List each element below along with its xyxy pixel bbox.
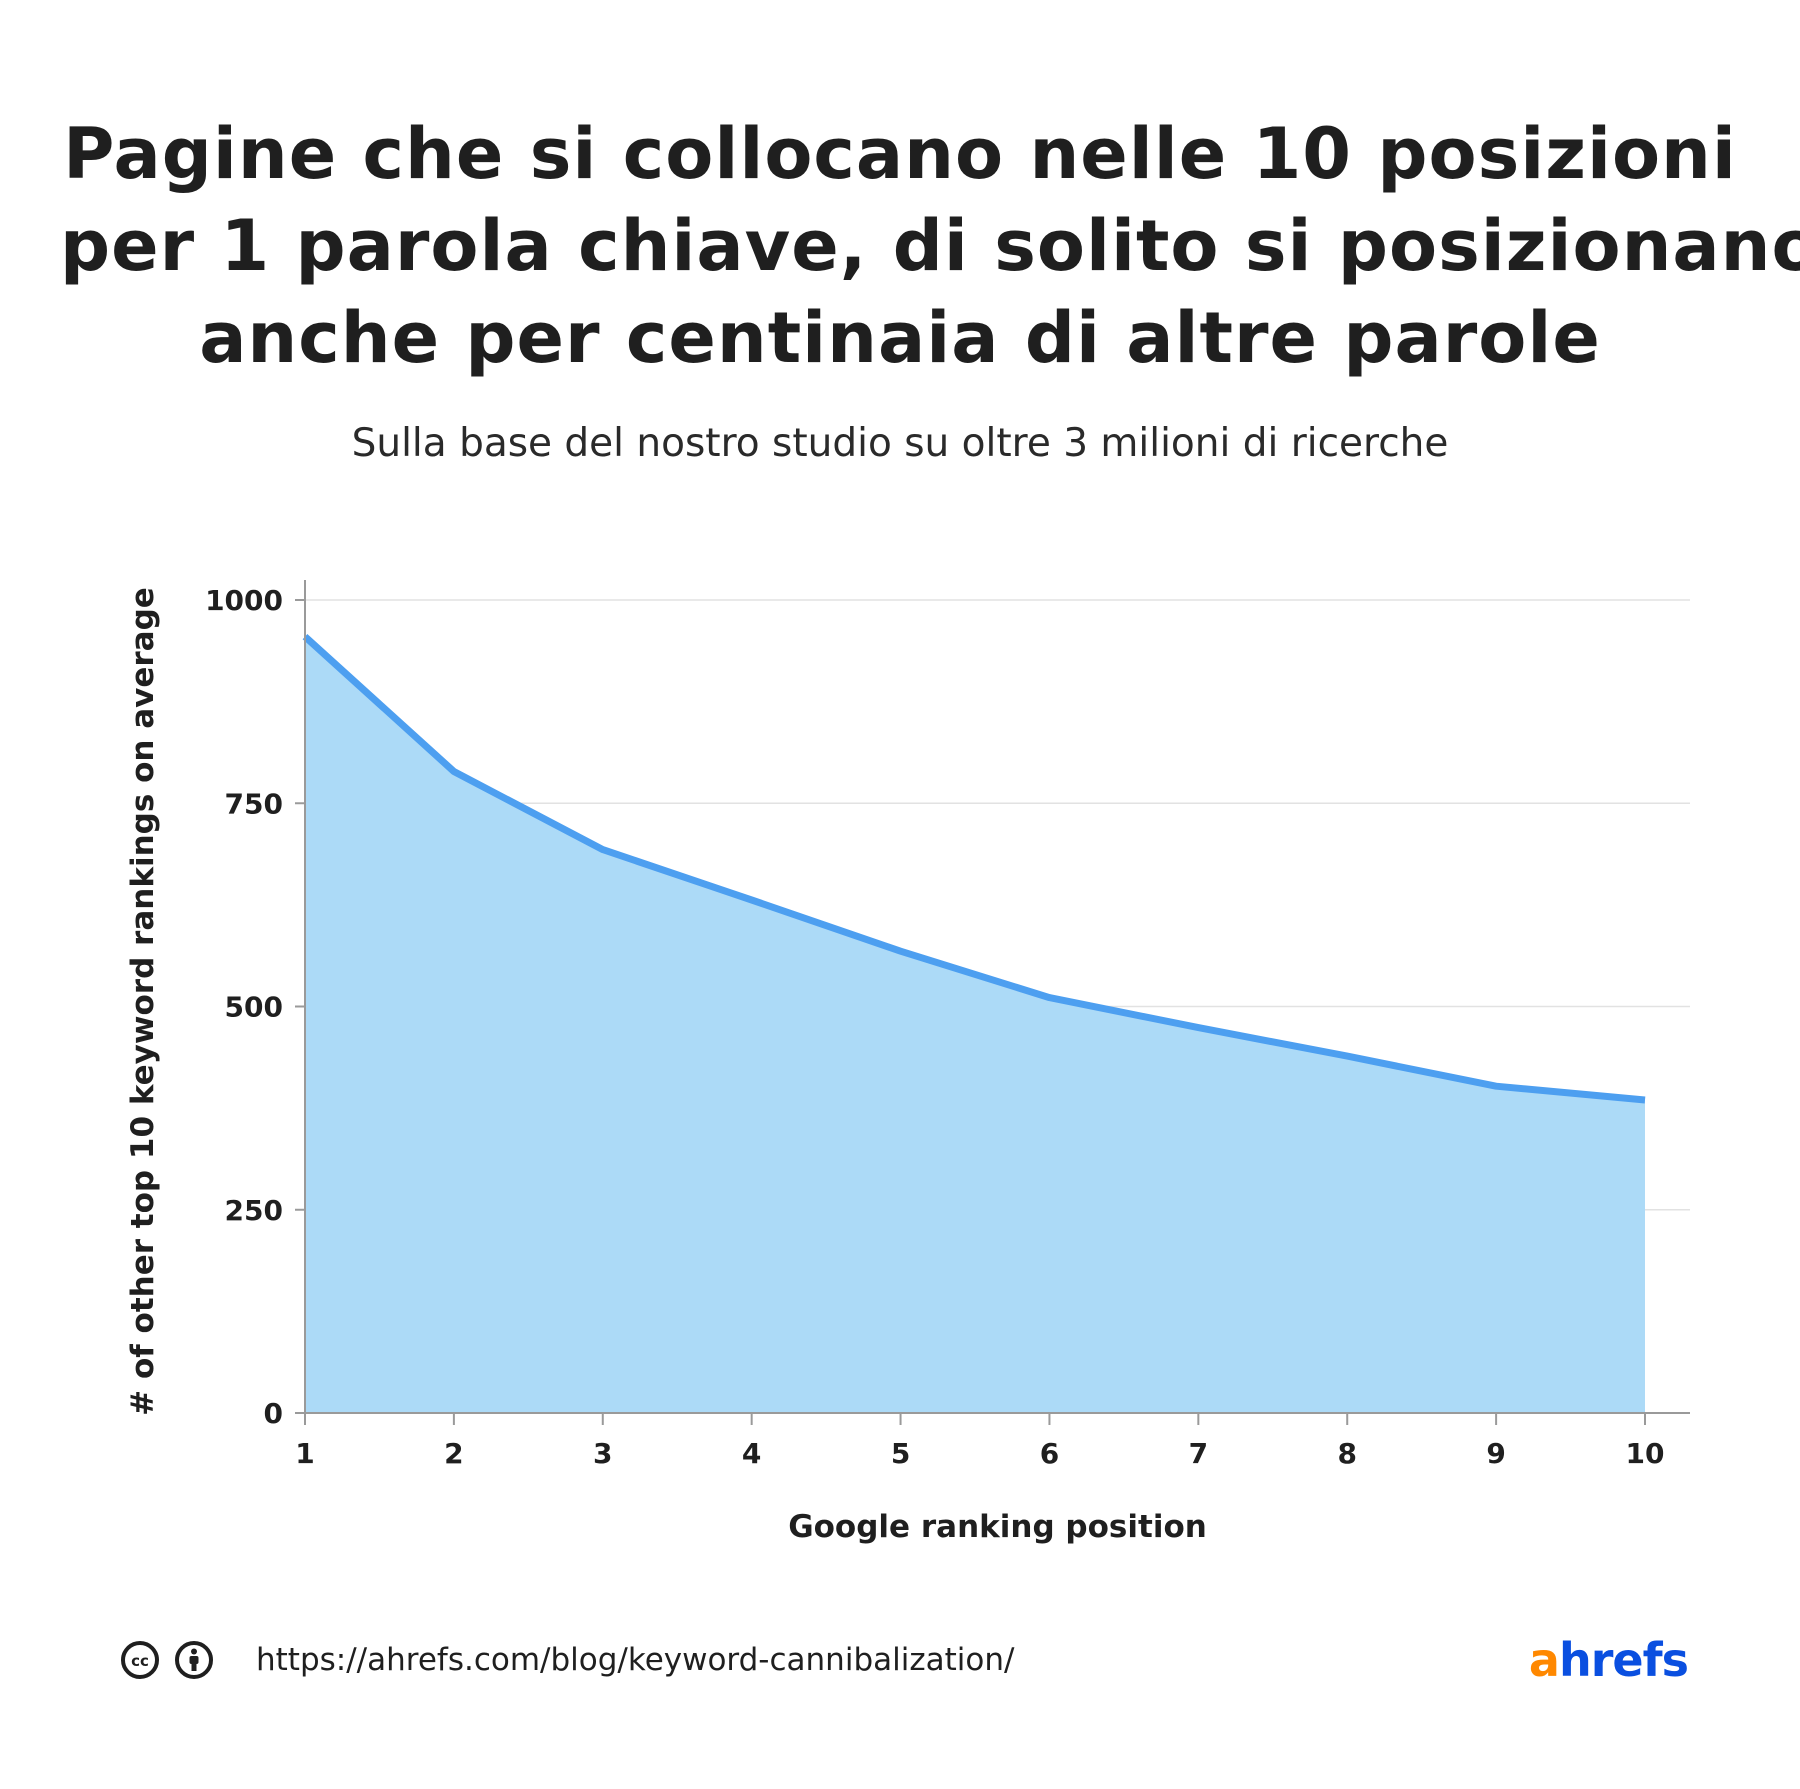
y-tick-label: 750 [225,787,283,820]
svg-text:cc: cc [131,1652,149,1670]
y-tick-label: 500 [225,991,283,1024]
x-tick-label: 1 [295,1437,314,1470]
axes [295,580,1690,1425]
y-tick-label: 250 [225,1194,283,1227]
source-url: https://ahrefs.com/blog/keyword-cannibal… [256,1642,1015,1678]
x-tick-label: 5 [891,1437,910,1470]
x-tick-label: 2 [444,1437,463,1470]
x-tick-labels: 1 2 3 4 5 6 7 8 9 10 [295,1437,1664,1470]
logo-text-hrefs: hrefs [1558,1633,1689,1687]
x-tick-label: 6 [1040,1437,1059,1470]
x-axis-title: Google ranking position [788,1509,1207,1545]
ahrefs-logo: ahrefs [1528,1632,1689,1688]
chart-title-line-1: Pagine che si collocano nelle 10 posizio… [63,113,1737,195]
logo-letter-a: a [1528,1633,1560,1687]
x-tick-label: 7 [1189,1437,1208,1470]
y-tick-label: 0 [264,1397,283,1430]
attribution-person-icon [175,1641,213,1679]
y-tick-label: 1000 [205,584,283,617]
creative-commons-icon: cc [121,1641,159,1679]
chart-title: Pagine che si collocano nelle 10 posizio… [60,108,1800,384]
x-tick-label: 10 [1626,1437,1665,1470]
x-tick-label: 3 [593,1437,612,1470]
x-tick-label: 9 [1486,1437,1505,1470]
y-axis-title: # of other top 10 keyword rankings on av… [125,587,161,1416]
y-tick-labels: 0 250 500 750 1000 [205,584,283,1430]
x-tick-label: 4 [742,1437,761,1470]
chart-title-line-3: anche per centinaia di altre parole [199,297,1601,379]
series-line [302,634,1646,1104]
chart-title-line-2: per 1 parola chiave, di solito si posizi… [60,205,1800,287]
area-fill [305,636,1645,1413]
footer: cc https://ahrefs.com/blog/keyword-canni… [120,1632,1014,1688]
x-tick-label: 8 [1337,1437,1356,1470]
chart-subtitle: Sulla base del nostro studio su oltre 3 … [351,421,1449,466]
